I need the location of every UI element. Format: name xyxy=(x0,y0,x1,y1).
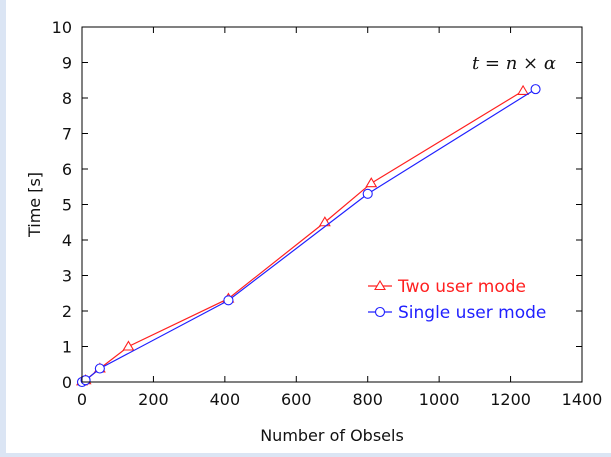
data-point-circle xyxy=(223,295,234,306)
x-tick-label: 0 xyxy=(77,390,87,409)
y-tick-label: 3 xyxy=(62,267,72,286)
x-tick-label: 400 xyxy=(210,390,241,409)
y-tick-label: 0 xyxy=(62,373,72,392)
formula-annotation: t = n × α xyxy=(472,53,556,74)
x-axis-label: Number of Obsels xyxy=(260,426,404,445)
x-tick-label: 200 xyxy=(138,390,169,409)
y-tick-label: 8 xyxy=(62,89,72,108)
y-tick-label: 9 xyxy=(62,54,72,73)
plot-frame xyxy=(81,26,583,383)
y-axis-label: Time [s] xyxy=(25,172,44,238)
data-point-circle xyxy=(362,188,373,199)
y-tick-label: 10 xyxy=(52,18,72,37)
series-layer xyxy=(76,84,541,388)
y-tick-label: 1 xyxy=(62,338,72,357)
line-chart: 0 200 400 600 800 1000 1200 1400 0 1 2 3 4 5 6 7 8 9 10 t … xyxy=(25,18,603,445)
series-line-two-user-mode xyxy=(81,90,524,382)
y-tick-label: 6 xyxy=(62,160,72,179)
data-point-triangle xyxy=(122,340,135,351)
legend-label: Single user mode xyxy=(398,303,546,323)
axis-ticks: 0 200 400 600 800 1000 1200 1400 0 1 2 3 4 5 6 7 8 9 10 xyxy=(52,18,603,409)
y-tick-label: 2 xyxy=(62,302,72,321)
x-tick-label: 1400 xyxy=(562,390,603,409)
y-tick-label: 7 xyxy=(62,125,72,144)
data-point-triangle xyxy=(374,279,386,291)
x-tick-label: 800 xyxy=(352,390,383,409)
data-point-triangle xyxy=(517,84,530,95)
legend: Two user mode Single user mode xyxy=(368,277,546,323)
y-tick-label: 5 xyxy=(62,196,72,215)
data-point-triangle xyxy=(318,216,331,227)
chart-canvas: 0 200 400 600 800 1000 1200 1400 0 1 2 3 4 5 6 7 8 9 10 t … xyxy=(6,0,611,453)
data-point-triangle xyxy=(365,177,378,188)
legend-label: Two user mode xyxy=(397,277,526,297)
data-point-circle xyxy=(530,84,541,95)
data-point-circle xyxy=(374,306,386,318)
x-tick-label: 1000 xyxy=(419,390,460,409)
y-tick-label: 4 xyxy=(62,231,72,250)
x-tick-label: 600 xyxy=(281,390,312,409)
data-point-circle xyxy=(94,363,105,374)
x-tick-label: 1200 xyxy=(490,390,531,409)
